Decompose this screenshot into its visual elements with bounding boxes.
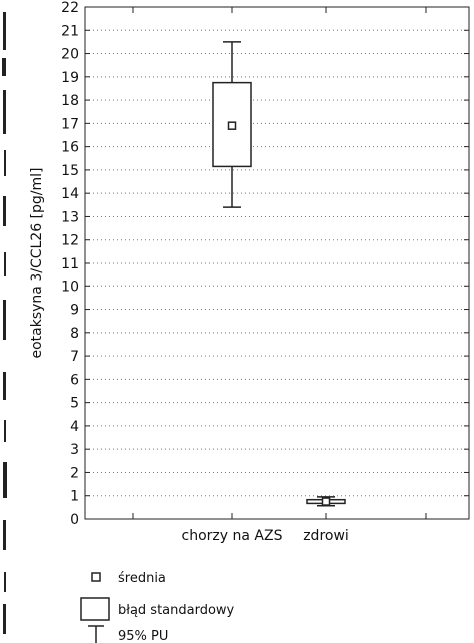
- y-tick-label: 19: [61, 70, 79, 86]
- x-axis-tick-marks: [132, 7, 427, 519]
- y-tick-label: 9: [70, 303, 79, 319]
- legend: średnia błąd standardowy 95% PU: [80, 571, 235, 643]
- y-tick-label: 20: [61, 47, 79, 63]
- y-axis-label: eotaksyna 3/CCL26 [pg/ml]: [29, 167, 45, 358]
- mean-marker: [227, 121, 237, 130]
- gridlines: [85, 29, 469, 497]
- legend-label: średnia: [118, 571, 166, 586]
- y-tick-label: 10: [61, 279, 79, 295]
- legend-label: 95% PU: [118, 629, 168, 643]
- y-tick-label: 22: [61, 0, 79, 16]
- legend-box-symbol: [80, 597, 110, 621]
- x-axis-categories: chorzy na AZS zdrowi: [182, 528, 349, 544]
- y-tick-label: 8: [70, 326, 79, 342]
- box-plots: [212, 41, 346, 507]
- page-edge-marks: [2, 12, 7, 634]
- legend-label: błąd standardowy: [118, 603, 235, 618]
- legend-item-box: błąd standardowy: [80, 597, 235, 621]
- y-tick-label: 18: [61, 93, 79, 109]
- mean-marker: [321, 497, 331, 506]
- y-tick-label: 6: [70, 372, 79, 388]
- y-tick-label: 7: [70, 349, 79, 365]
- y-tick-label: 14: [61, 186, 79, 202]
- y-tick-label: 3: [70, 442, 79, 458]
- y-tick-label: 4: [70, 419, 79, 435]
- y-tick-label: 1: [70, 489, 79, 505]
- box-plot-chorzy: [212, 41, 252, 208]
- legend-item-mean-square: średnia: [91, 571, 166, 586]
- y-tick-label: 15: [61, 163, 79, 179]
- y-tick-label: 0: [70, 512, 79, 528]
- y-tick-label: 11: [61, 256, 79, 272]
- y-tick-label: 17: [61, 116, 79, 132]
- y-tick-label: 5: [70, 396, 79, 412]
- y-tick-label: 16: [61, 140, 79, 156]
- x-category-label: chorzy na AZS: [182, 528, 283, 544]
- y-tick-label: 13: [61, 209, 79, 225]
- y-tick-label: 12: [61, 233, 79, 249]
- legend-item-whisker: 95% PU: [88, 625, 168, 643]
- x-category-label: zdrowi: [303, 528, 349, 544]
- box-plot-zdrowi: [306, 496, 346, 507]
- legend-mean-symbol: [91, 572, 101, 582]
- y-tick-label: 2: [70, 465, 79, 481]
- y-tick-label: 21: [61, 23, 79, 39]
